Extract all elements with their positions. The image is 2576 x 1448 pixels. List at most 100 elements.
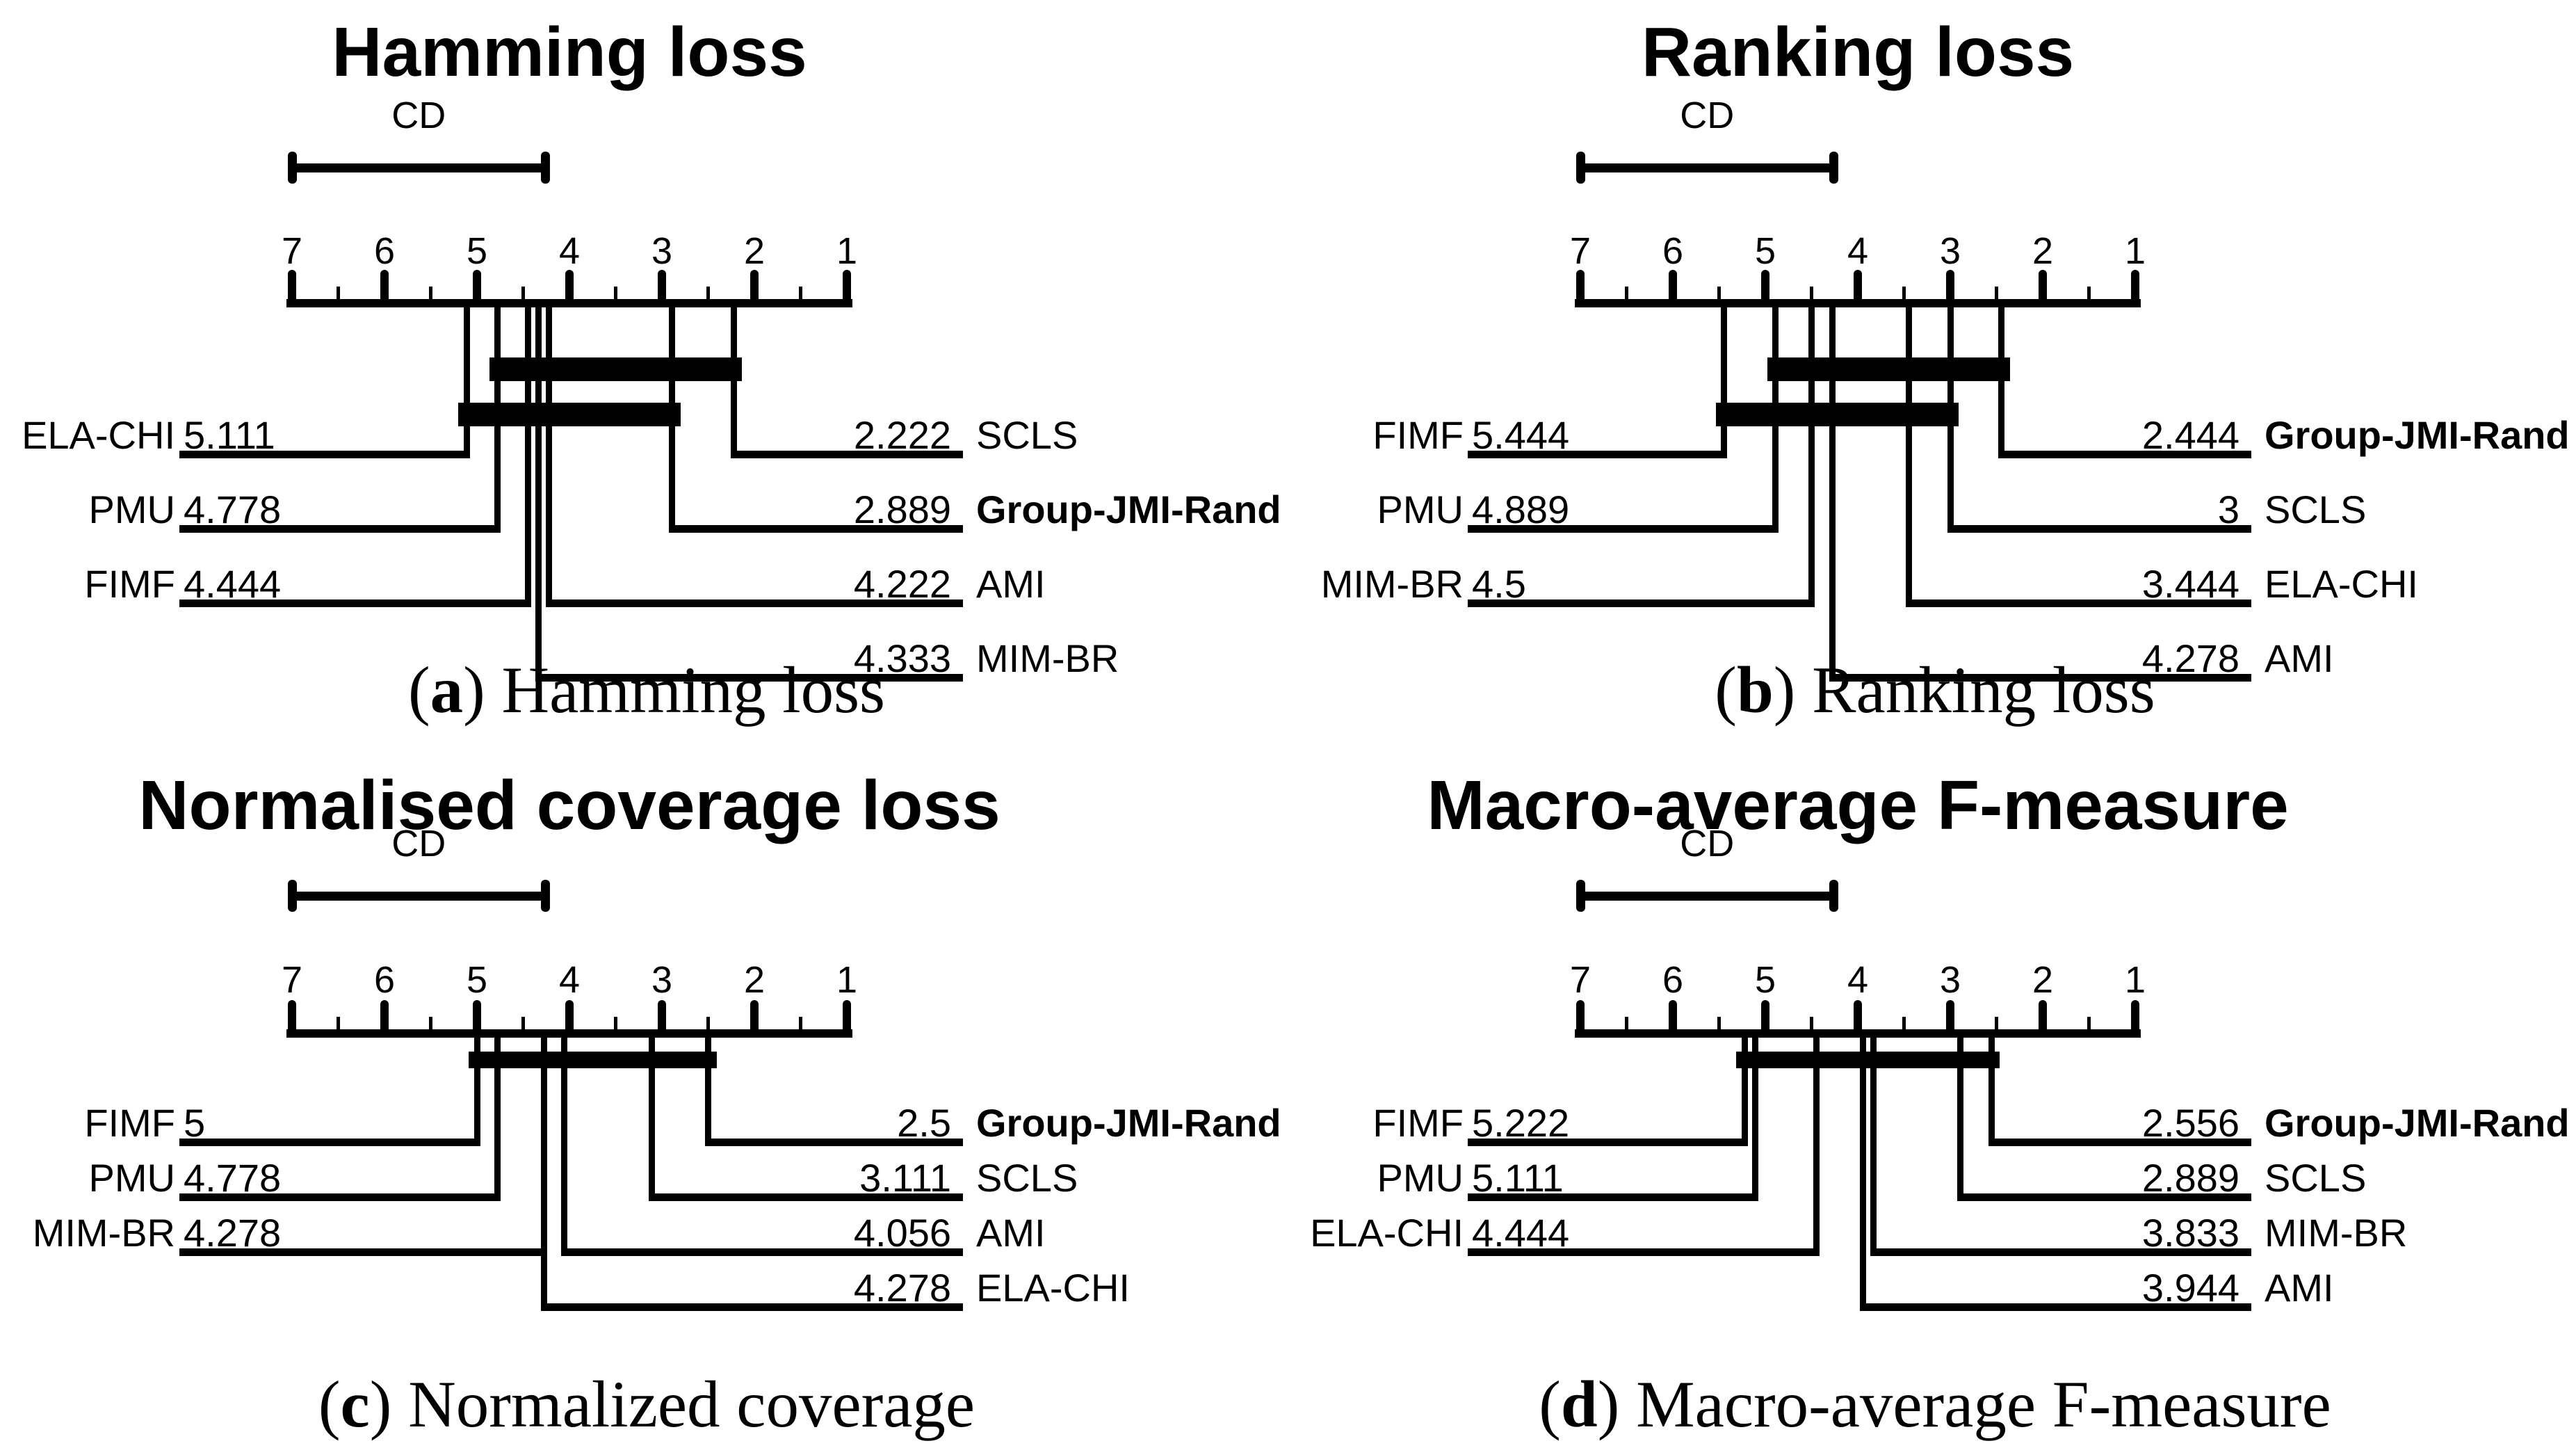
method-value-ela-chi: 4.444 bbox=[1472, 1211, 1570, 1255]
method-line-pmu bbox=[1468, 1193, 1758, 1201]
method-drop-line-scls bbox=[730, 303, 737, 458]
method-label-ami: AMI bbox=[2265, 1266, 2334, 1310]
method-label-ami: AMI bbox=[976, 1211, 1046, 1255]
major-tick-6 bbox=[380, 270, 389, 307]
panel-title: Macro-average F-measure bbox=[1427, 766, 2289, 844]
tick-label-5: 5 bbox=[1754, 959, 1776, 1001]
method-value-group-jmi-rand: 2.889 bbox=[853, 488, 951, 531]
method-label-ela-chi: ELA-CHI bbox=[976, 1266, 1130, 1310]
major-tick-2 bbox=[750, 270, 759, 307]
major-tick-1 bbox=[2131, 270, 2139, 307]
major-tick-5 bbox=[473, 1000, 481, 1038]
minor-tick-5.5 bbox=[429, 1017, 432, 1038]
method-drop-line-group-jmi-rand bbox=[1998, 303, 2005, 458]
method-drop-line-pmu bbox=[494, 1033, 501, 1201]
minor-tick-4.5 bbox=[1810, 287, 1813, 307]
cd-bar bbox=[292, 163, 546, 172]
major-tick-6 bbox=[380, 1000, 389, 1038]
panel-caption: (c) Normalized coverage bbox=[160, 1362, 1133, 1446]
minor-tick-3.5 bbox=[1902, 1017, 1906, 1038]
minor-tick-5.5 bbox=[1717, 1017, 1721, 1038]
caption-text: Normalized coverage bbox=[408, 1367, 975, 1441]
tick-label-6: 6 bbox=[373, 230, 396, 272]
minor-tick-2.5 bbox=[706, 1017, 710, 1038]
minor-tick-6.5 bbox=[1625, 1017, 1628, 1038]
major-tick-4 bbox=[565, 1000, 574, 1038]
method-line-mim-br bbox=[179, 1248, 547, 1256]
method-value-ami: 3.944 bbox=[2141, 1266, 2239, 1310]
method-value-mim-br: 3.833 bbox=[2141, 1211, 2239, 1255]
method-value-scls: 2.889 bbox=[2141, 1156, 2239, 1200]
method-label-mim-br: MIM-BR bbox=[32, 1211, 175, 1255]
method-label-pmu: PMU bbox=[88, 488, 175, 531]
caption-close-paren: ) bbox=[1597, 1367, 1637, 1441]
cd-bar-endcap-left bbox=[287, 880, 297, 912]
method-label-mim-br: MIM-BR bbox=[976, 636, 1119, 680]
cd-bar-endcap-right bbox=[540, 880, 550, 912]
caption-letter: d bbox=[1560, 1367, 1598, 1441]
major-tick-4 bbox=[1854, 270, 1862, 307]
method-drop-line-ami bbox=[561, 1033, 568, 1256]
method-line-scls bbox=[648, 1193, 963, 1201]
method-value-scls: 3.111 bbox=[859, 1156, 951, 1200]
cd-bar-endcap-right bbox=[540, 152, 550, 184]
minor-tick-6.5 bbox=[1625, 287, 1628, 307]
method-label-ela-chi: ELA-CHI bbox=[2265, 562, 2418, 606]
panel-title: Ranking loss bbox=[1641, 13, 2075, 91]
method-label-mim-br: MIM-BR bbox=[1320, 562, 1464, 606]
method-value-fimf: 4.444 bbox=[184, 562, 282, 606]
caption-close-paren: ) bbox=[463, 653, 502, 727]
panel-c: Normalised coverage loss CD 7 6 5 4 3 2 1 FIMF 5 PM… bbox=[0, 724, 1288, 1448]
method-drop-line-mim-br bbox=[1808, 303, 1815, 607]
method-label-fimf: FIMF bbox=[84, 1101, 175, 1145]
tick-label-4: 4 bbox=[558, 959, 581, 1001]
tick-label-7: 7 bbox=[281, 959, 303, 1001]
method-value-ela-chi: 5.111 bbox=[184, 413, 275, 457]
tick-label-4: 4 bbox=[558, 230, 581, 272]
method-line-pmu bbox=[179, 1193, 501, 1201]
caption-open-paren: ( bbox=[318, 1367, 341, 1441]
caption-letter: b bbox=[1736, 653, 1774, 727]
tick-label-1: 1 bbox=[836, 230, 858, 272]
cd-bar-endcap-right bbox=[1829, 152, 1838, 184]
cd-bar-endcap-left bbox=[1575, 152, 1585, 184]
method-value-pmu: 4.778 bbox=[184, 488, 282, 531]
method-value-scls: 2.222 bbox=[853, 413, 951, 457]
method-label-fimf: FIMF bbox=[84, 562, 175, 606]
panel-a: Hamming loss CD 7 6 5 4 3 2 1 ELA-CHI 5.111 PMU 4.77… bbox=[0, 0, 1288, 727]
method-drop-line-mim-br bbox=[1870, 1033, 1877, 1256]
tick-label-6: 6 bbox=[1662, 959, 1684, 1001]
method-label-pmu: PMU bbox=[1377, 488, 1464, 531]
method-drop-line-fimf bbox=[1741, 1033, 1748, 1146]
caption-text: Hamming loss bbox=[501, 653, 886, 727]
method-label-ami: AMI bbox=[976, 562, 1046, 606]
tick-label-7: 7 bbox=[281, 230, 303, 272]
method-line-ami bbox=[561, 1248, 963, 1256]
method-value-pmu: 4.889 bbox=[1472, 488, 1570, 531]
method-line-pmu bbox=[1468, 524, 1779, 533]
tick-label-3: 3 bbox=[651, 959, 673, 1001]
method-line-ami bbox=[1859, 1303, 2251, 1311]
cd-label: CD bbox=[1680, 95, 1735, 136]
method-value-fimf: 5.222 bbox=[1472, 1101, 1570, 1145]
cd-label: CD bbox=[391, 823, 446, 864]
minor-tick-1.5 bbox=[2087, 1017, 2091, 1038]
major-tick-7 bbox=[288, 1000, 296, 1038]
caption-open-paren: ( bbox=[1715, 653, 1737, 727]
group-bar-1 bbox=[469, 1052, 717, 1068]
group-bar-1 bbox=[1767, 357, 2010, 381]
cd-bar-endcap-left bbox=[1575, 880, 1585, 912]
major-tick-3 bbox=[658, 270, 666, 307]
minor-tick-1.5 bbox=[799, 1017, 802, 1038]
cd-label: CD bbox=[391, 95, 446, 136]
method-value-ami: 4.278 bbox=[2141, 636, 2239, 680]
method-line-ami bbox=[545, 599, 963, 607]
cd-bar bbox=[1580, 163, 1834, 172]
caption-open-paren: ( bbox=[1539, 1367, 1561, 1441]
method-drop-line-group-jmi-rand bbox=[669, 303, 676, 533]
method-line-pmu bbox=[179, 524, 501, 533]
method-line-fimf bbox=[179, 1138, 480, 1146]
tick-label-1: 1 bbox=[836, 959, 858, 1001]
method-drop-line-scls bbox=[1947, 303, 1954, 533]
method-label-scls: SCLS bbox=[976, 1156, 1078, 1200]
